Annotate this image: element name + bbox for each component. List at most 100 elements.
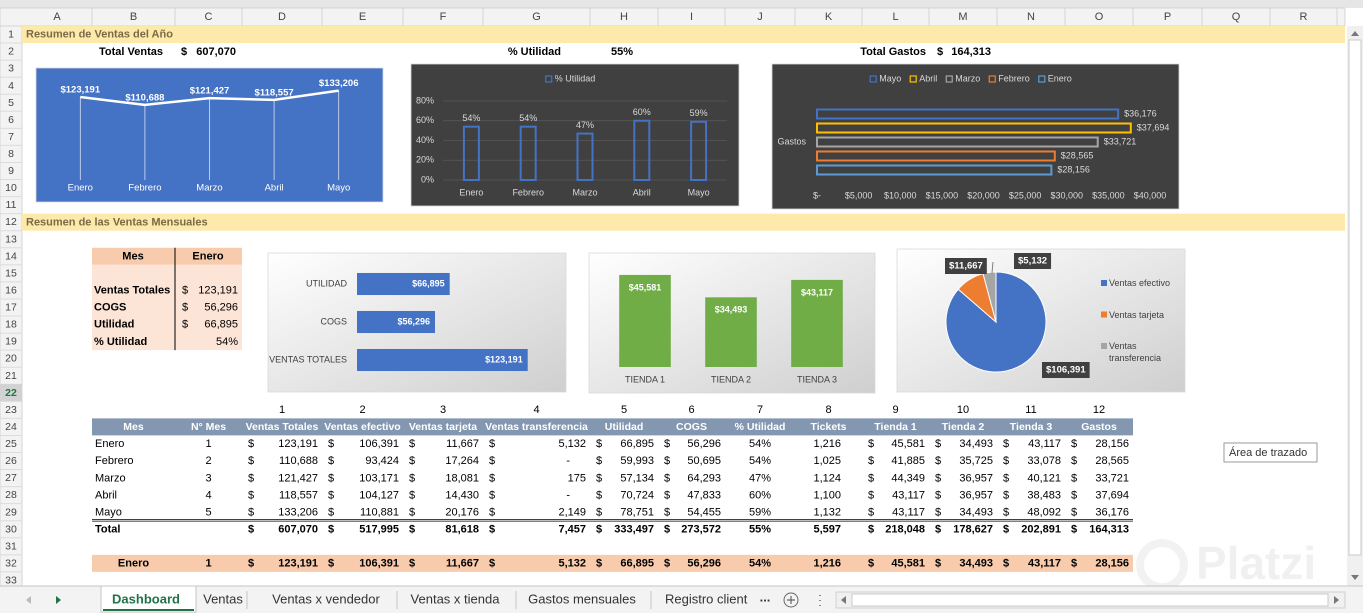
row-header[interactable]: 33 bbox=[5, 575, 17, 587]
row-header[interactable]: 32 bbox=[5, 557, 17, 569]
category-label: Enero bbox=[459, 187, 483, 197]
category-label: Mayo bbox=[688, 187, 710, 197]
data-label: $45,581 bbox=[629, 282, 662, 292]
currency-symbol: $ bbox=[935, 523, 941, 535]
chart[interactable]: $66,895 UTILIDAD $56,296 COGS $123,191 VENTAS… bbox=[267, 252, 567, 393]
row-header[interactable]: 9 bbox=[8, 165, 14, 177]
row-header[interactable]: 17 bbox=[5, 302, 17, 314]
row-header[interactable]: 31 bbox=[5, 540, 17, 552]
sheet-tab[interactable]: Ventas bbox=[203, 591, 243, 606]
row-header[interactable]: 26 bbox=[5, 455, 17, 467]
legend-swatch bbox=[945, 75, 953, 83]
table-cell: 28,156 bbox=[1095, 438, 1129, 450]
row-header[interactable]: 10 bbox=[5, 182, 17, 194]
row-header[interactable]: 12 bbox=[5, 216, 17, 228]
column-header[interactable]: R bbox=[1300, 11, 1308, 23]
column-header[interactable]: I bbox=[690, 11, 693, 23]
row-header[interactable]: 21 bbox=[5, 370, 17, 382]
row-header[interactable]: 27 bbox=[5, 472, 17, 484]
column-header[interactable]: J bbox=[757, 11, 763, 23]
currency-symbol: $ bbox=[489, 506, 495, 518]
sheet-tab[interactable]: Ventas x tienda bbox=[411, 591, 501, 606]
row-header[interactable]: 29 bbox=[5, 506, 17, 518]
column-header[interactable]: L bbox=[892, 11, 898, 23]
column-header[interactable]: N bbox=[1027, 11, 1035, 23]
row-header[interactable]: 23 bbox=[5, 404, 17, 416]
table-cell: 607,070 bbox=[278, 523, 318, 535]
row-header[interactable]: 25 bbox=[5, 438, 17, 450]
row-header[interactable]: 24 bbox=[5, 421, 17, 433]
chart[interactable]: $- $5,000 $10,000 $15,000 $20,000 $25,000 $30,… bbox=[771, 63, 1180, 210]
column-header[interactable]: F bbox=[440, 11, 447, 23]
bar bbox=[519, 125, 537, 182]
row-header[interactable]: 6 bbox=[8, 114, 14, 126]
chart[interactable]: 0% 20% 40% 60% 80% Enero 54% Febrero 54% Marzo 47%… bbox=[410, 63, 740, 207]
row-header[interactable]: 13 bbox=[5, 233, 17, 245]
table-cell: 37,694 bbox=[1095, 489, 1129, 501]
summary-header-bg bbox=[92, 247, 242, 265]
chart[interactable]: TIENDA 1 $45,581 TIENDA 2 $34,493 TIENDA 3 $4… bbox=[588, 252, 876, 394]
column-header[interactable]: O bbox=[1095, 11, 1104, 23]
row-header[interactable]: 14 bbox=[5, 250, 17, 262]
data-label: $37,694 bbox=[1137, 122, 1170, 132]
row-header[interactable]: 5 bbox=[8, 97, 14, 109]
table-cell: 1,100 bbox=[813, 489, 841, 501]
sheet-tab[interactable]: Dashboard bbox=[112, 591, 180, 606]
chart[interactable]: $106,391 $11,667 $5,132 Ventas efectivo Vent… bbox=[896, 248, 1186, 393]
scroll-right[interactable] bbox=[1334, 596, 1339, 604]
currency-symbol: $ bbox=[248, 506, 254, 518]
row-header[interactable]: 3 bbox=[8, 63, 14, 75]
row-header[interactable]: 20 bbox=[5, 353, 17, 365]
add-sheet[interactable] bbox=[783, 592, 799, 608]
table-cell: 1,025 bbox=[813, 455, 841, 467]
row-header[interactable]: 7 bbox=[8, 131, 14, 143]
nav-prev[interactable] bbox=[26, 596, 31, 604]
column-header[interactable]: D bbox=[278, 11, 286, 23]
scroll-thumb[interactable] bbox=[1348, 39, 1362, 556]
row-header[interactable]: 19 bbox=[5, 336, 17, 348]
scroll-left[interactable] bbox=[841, 596, 846, 604]
row-header[interactable]: 1 bbox=[8, 29, 14, 41]
column-header[interactable]: B bbox=[130, 11, 137, 23]
row-header[interactable]: 22 bbox=[5, 387, 17, 399]
scroll-up[interactable] bbox=[1351, 31, 1359, 36]
row-header[interactable]: 28 bbox=[5, 489, 17, 501]
scroll-down[interactable] bbox=[1351, 575, 1359, 580]
currency-symbol: $ bbox=[1003, 472, 1009, 484]
table-cell: 66,895 bbox=[620, 438, 654, 450]
row-header[interactable]: 16 bbox=[5, 284, 17, 296]
row-header[interactable]: 30 bbox=[5, 523, 17, 535]
table-cell: 5,132 bbox=[558, 438, 586, 450]
sheet-tab[interactable]: Gastos mensuales bbox=[528, 591, 636, 606]
nav-next[interactable] bbox=[56, 596, 61, 604]
column-header[interactable]: E bbox=[359, 11, 366, 23]
h-scroll-thumb[interactable] bbox=[851, 593, 1329, 607]
row-header[interactable]: 8 bbox=[8, 148, 14, 160]
section-title: Resumen de Ventas del Año bbox=[26, 29, 173, 41]
column-header[interactable]: Q bbox=[1232, 11, 1241, 23]
column-header[interactable]: A bbox=[53, 11, 61, 23]
column-header[interactable]: K bbox=[825, 11, 833, 23]
table-cell: 5 bbox=[205, 506, 211, 518]
sheet-tab[interactable]: Ventas x vendedor bbox=[272, 591, 380, 606]
row-header[interactable]: 11 bbox=[6, 199, 17, 211]
chart[interactable]: $123,191 Enero $110,688 Febrero $121,427 Marz… bbox=[35, 67, 384, 203]
currency-symbol: $ bbox=[868, 506, 874, 518]
sheet-tab[interactable]: Registro client bbox=[665, 591, 748, 606]
column-header[interactable]: G bbox=[532, 11, 541, 23]
currency-symbol: $ bbox=[868, 438, 874, 450]
watermark: Platzi bbox=[1196, 537, 1316, 589]
table-cell: Enero bbox=[118, 558, 149, 570]
row-header[interactable]: 4 bbox=[8, 80, 14, 92]
x-tick-label: $10,000 bbox=[884, 190, 917, 200]
column-header[interactable]: M bbox=[958, 11, 967, 23]
column-header[interactable]: H bbox=[620, 11, 628, 23]
currency-symbol: $ bbox=[489, 455, 495, 467]
column-header[interactable]: C bbox=[205, 11, 213, 23]
row-header[interactable]: 2 bbox=[8, 46, 14, 58]
currency-symbol: $ bbox=[248, 455, 254, 467]
row-header[interactable]: 18 bbox=[5, 319, 17, 331]
row-header[interactable]: 15 bbox=[5, 267, 17, 279]
tab-overflow[interactable]: ... bbox=[760, 589, 771, 604]
column-header[interactable]: P bbox=[1164, 11, 1171, 23]
